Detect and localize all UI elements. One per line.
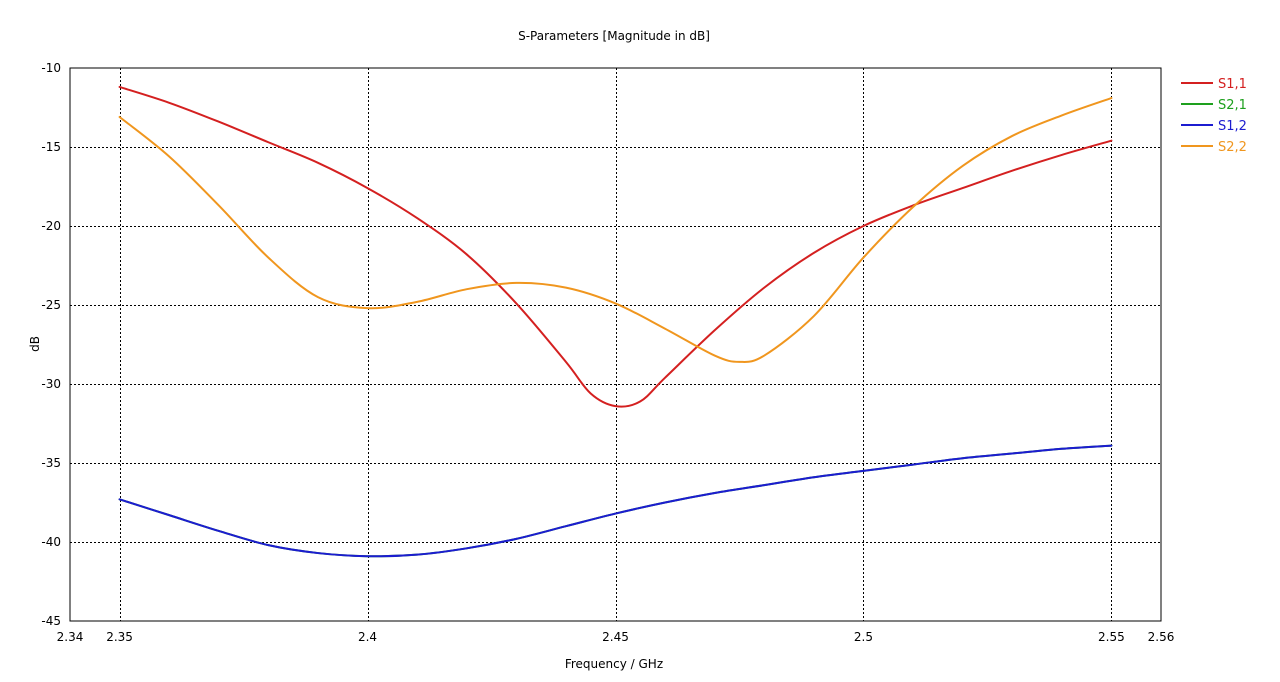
- y-tick-label: -10: [41, 61, 61, 75]
- x-axis-label: Frequency / GHz: [565, 657, 663, 671]
- y-tick-label: -15: [41, 140, 61, 154]
- x-tick-label: 2.55: [1098, 630, 1125, 644]
- x-tick-label: 2.5: [854, 630, 873, 644]
- chart-title: S-Parameters [Magnitude in dB]: [518, 29, 710, 43]
- x-axis-ticks: 2.34 2.35 2.4 2.45 2.5 2.55 2.56: [57, 630, 1175, 644]
- legend: S1,1 S2,1 S1,2 S2,2: [1181, 77, 1247, 155]
- y-tick-label: -25: [41, 298, 61, 312]
- y-tick-label: -30: [41, 377, 61, 391]
- legend-label-s11: S1,1: [1218, 77, 1247, 92]
- x-tick-label: 2.45: [602, 630, 629, 644]
- y-tick-label: -35: [41, 456, 61, 470]
- x-tick-label: 2.35: [106, 630, 133, 644]
- y-tick-label: -40: [41, 535, 61, 549]
- legend-label-s21: S2,1: [1218, 98, 1247, 113]
- series-line-s22: [118, 97, 1113, 363]
- y-tick-label: -45: [41, 614, 61, 628]
- legend-label-s12: S1,2: [1218, 119, 1247, 134]
- x-tick-label: 2.56: [1148, 630, 1175, 644]
- series-line-s12: [118, 444, 1113, 558]
- grid: [70, 68, 1161, 621]
- x-tick-label: 2.4: [358, 630, 377, 644]
- legend-label-s22: S2,2: [1218, 140, 1247, 155]
- series-lines: [118, 85, 1113, 558]
- y-axis-ticks: -10 -15 -20 -25 -30 -35 -40 -45: [41, 61, 61, 628]
- y-axis-label: dB: [28, 336, 42, 352]
- plot-area: [69, 67, 1162, 622]
- x-tick-label: 2.34: [57, 630, 84, 644]
- y-tick-label: -20: [41, 219, 61, 233]
- series-line-s11: [118, 85, 1113, 408]
